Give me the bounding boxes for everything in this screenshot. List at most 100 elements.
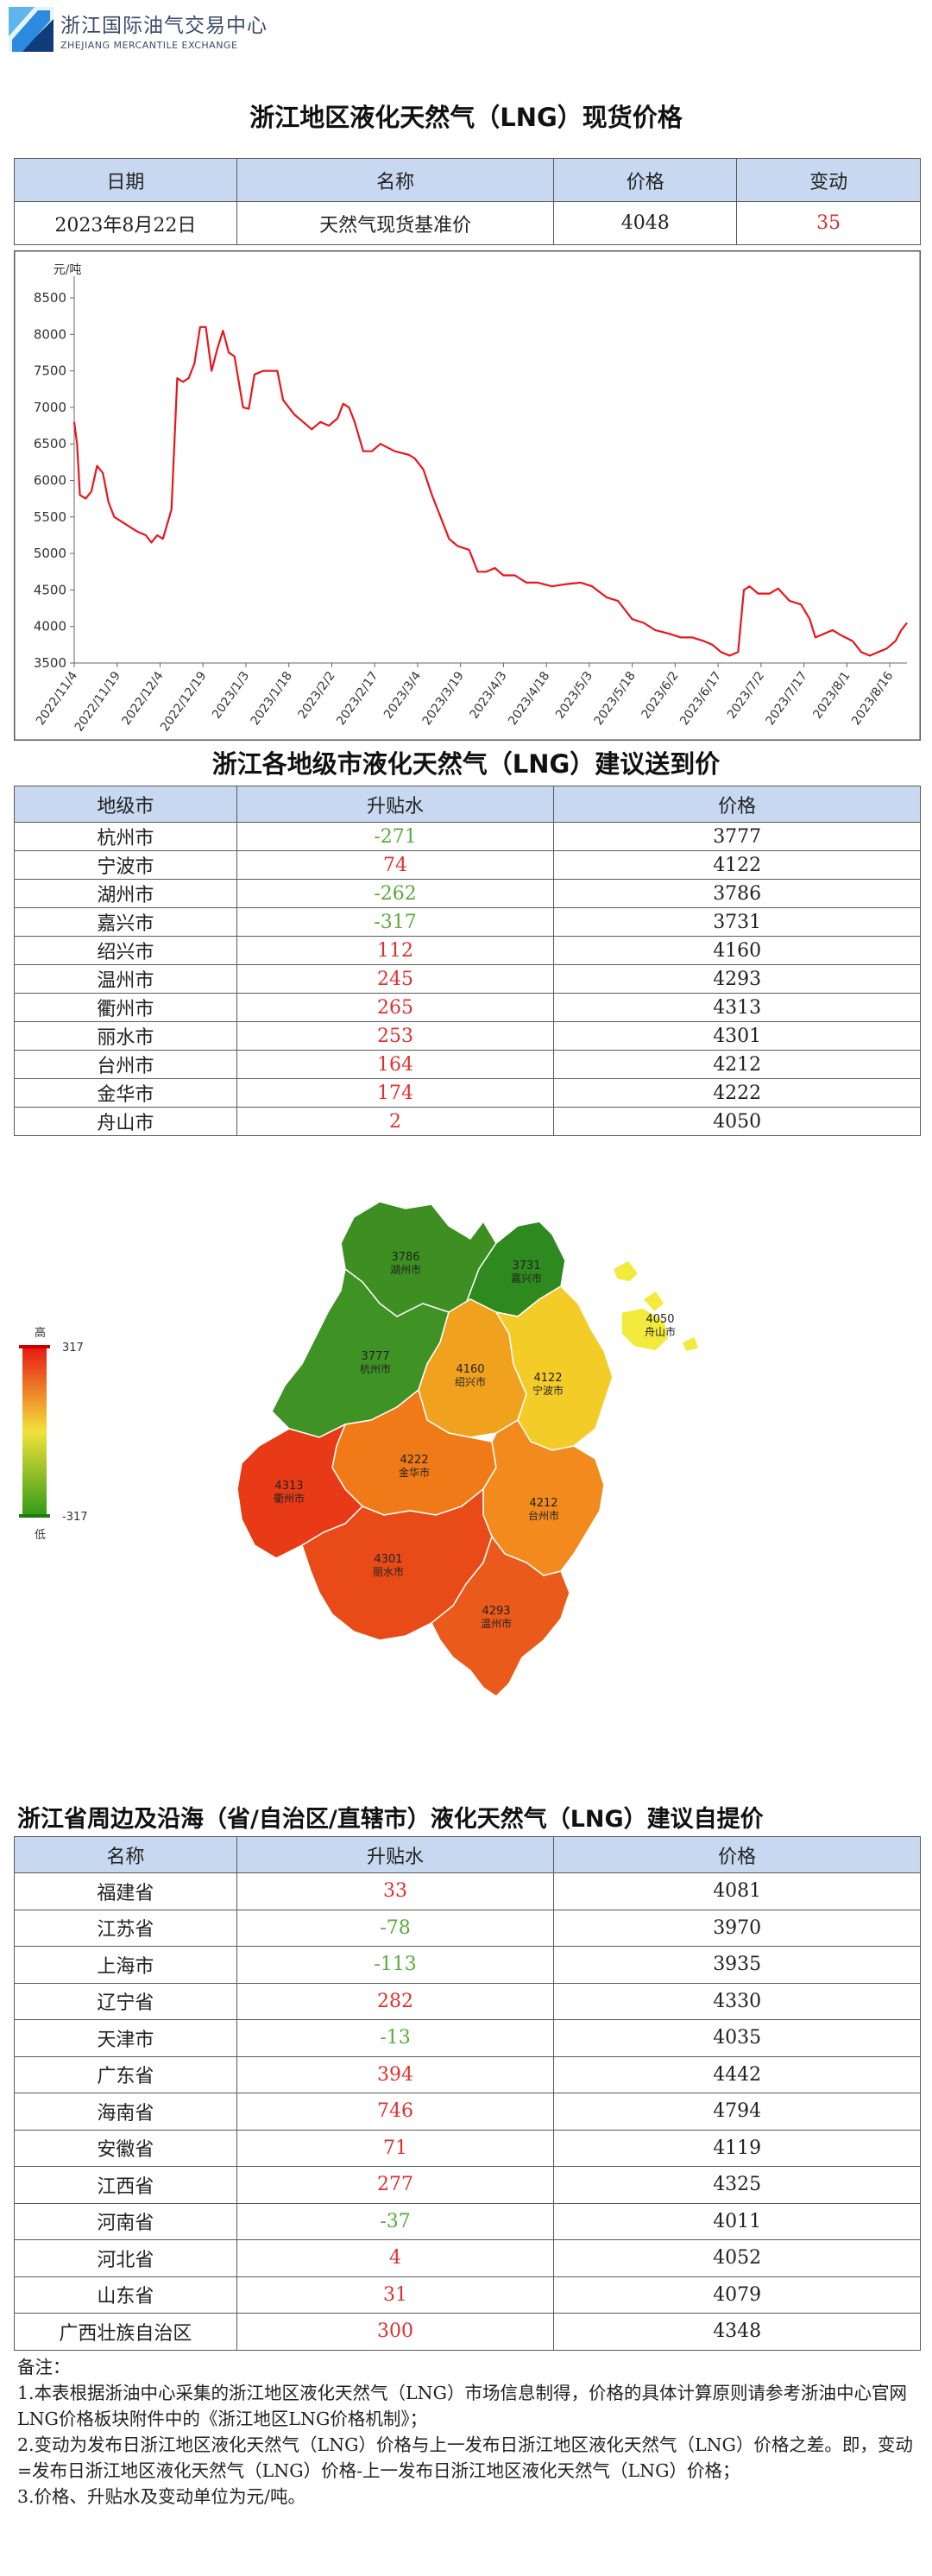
cities-header-diff: 升贴水 xyxy=(236,786,555,823)
chart-y-label: 元/吨 xyxy=(54,263,82,277)
province-price: 4052 xyxy=(553,2239,921,2277)
province-name: 福建省 xyxy=(14,1872,237,1910)
province-name: 江西省 xyxy=(14,2166,237,2204)
chart-price-line xyxy=(72,325,908,657)
city-row: 衢州市 265 4313 xyxy=(14,993,921,1022)
spot-change: 35 xyxy=(736,201,921,245)
city-price: 4122 xyxy=(553,850,921,880)
province-row: 上海市 -113 3935 xyxy=(14,1946,921,1984)
chart-y-tick-label: 8000 xyxy=(34,326,66,342)
province-row: 河南省 -37 4011 xyxy=(14,2202,921,2240)
province-name: 上海市 xyxy=(14,1946,237,1984)
provinces-header-diff: 升贴水 xyxy=(236,1836,555,1873)
province-diff: 4 xyxy=(236,2239,555,2277)
province-diff: -13 xyxy=(236,2019,555,2057)
province-price: 4325 xyxy=(553,2166,921,2204)
city-diff: -271 xyxy=(236,822,555,851)
legend-max-marker xyxy=(19,1345,50,1348)
legend-min-value: -317 xyxy=(62,1511,88,1524)
map-region-label: 舟山市 xyxy=(645,1325,676,1338)
legend-min-marker xyxy=(19,1514,50,1518)
province-diff: -78 xyxy=(236,1909,555,1947)
city-price: 4050 xyxy=(553,1107,921,1136)
province-price: 3970 xyxy=(553,1909,921,1947)
map-price-label: 4301 xyxy=(374,1553,402,1566)
cities-title: 浙江各地级市液化天然气（LNG）建议送到价 xyxy=(211,749,721,779)
legend-low-label: 低 xyxy=(35,1529,46,1542)
province-row: 河北省 4 4052 xyxy=(14,2239,921,2277)
header-logo: 浙江国际油气交易中心 ZHEJIANG MERCANTILE EXCHANGE xyxy=(9,7,268,52)
province-name: 河南省 xyxy=(14,2202,237,2240)
province-price: 4119 xyxy=(553,2129,921,2167)
province-diff: 282 xyxy=(236,1982,555,2020)
province-row: 天津市 -13 4035 xyxy=(14,2019,921,2057)
map-region-label: 温州市 xyxy=(481,1617,512,1630)
province-diff: 71 xyxy=(236,2129,555,2167)
chart-y-tick-label: 7000 xyxy=(34,400,66,415)
map-price-label: 4313 xyxy=(274,1480,303,1493)
city-row: 绍兴市 112 4160 xyxy=(14,936,921,965)
city-row: 温州市 245 4293 xyxy=(14,964,921,994)
city-diff: 174 xyxy=(236,1078,555,1108)
province-price: 4081 xyxy=(553,1872,921,1910)
price-line-chart: 元/吨 3500 4000 4500 5000 5500 6000 6500 7000 7500 8… xyxy=(14,250,921,741)
city-name: 温州市 xyxy=(14,964,237,994)
provinces-header-price: 价格 xyxy=(553,1836,921,1873)
city-name: 绍兴市 xyxy=(14,936,237,965)
map-region-label: 湖州市 xyxy=(390,1263,421,1276)
city-diff: -262 xyxy=(236,879,555,908)
province-diff: -37 xyxy=(236,2202,555,2240)
chart-y-tick-label: 7500 xyxy=(34,363,66,379)
city-diff: 164 xyxy=(236,1050,555,1079)
map-region-zhoushan xyxy=(612,1260,700,1353)
chart-y-tick-label: 4000 xyxy=(34,619,66,635)
spot-date: 2023年8月22日 xyxy=(14,201,237,245)
provinces-table: 名称 升贴水 价格 福建省 33 4081 江苏省 -78 3970 上海市 -113 3935… xyxy=(14,1836,921,2351)
city-row: 金华市 174 4222 xyxy=(14,1078,921,1108)
price-chart: 元/吨 3500 4000 4500 5000 5500 6000 6500 7000 7500 8… xyxy=(14,250,921,741)
map-region-wenzhou xyxy=(431,1535,570,1697)
city-name: 台州市 xyxy=(14,1050,237,1079)
org-name-en: ZHEJIANG MERCANTILE EXCHANGE xyxy=(60,39,238,51)
spot-price: 4048 xyxy=(553,201,738,245)
chart-y-tick-label: 3500 xyxy=(34,655,66,671)
province-diff: 277 xyxy=(236,2166,555,2204)
city-price: 4301 xyxy=(553,1021,921,1051)
province-diff: 31 xyxy=(236,2276,555,2314)
city-name: 宁波市 xyxy=(14,850,237,880)
chart-y-tick-label: 6000 xyxy=(34,473,66,489)
spot-title: 浙江地区液化天然气（LNG）现货价格 xyxy=(249,103,683,132)
map-price-label: 4293 xyxy=(482,1605,510,1618)
spot-header-date: 日期 xyxy=(14,158,237,202)
legend-max-value: 317 xyxy=(62,1342,84,1354)
legend-high-label: 高 xyxy=(35,1326,46,1340)
city-row: 舟山市 2 4050 xyxy=(14,1107,921,1136)
city-row: 台州市 164 4212 xyxy=(14,1050,921,1079)
province-row: 山东省 31 4079 xyxy=(14,2276,921,2314)
city-name: 金华市 xyxy=(14,1078,237,1108)
city-diff: 2 xyxy=(236,1107,555,1136)
province-row: 福建省 33 4081 xyxy=(14,1872,921,1910)
cities-header-name: 地级市 xyxy=(14,786,237,823)
map-region-label: 宁波市 xyxy=(532,1384,564,1397)
province-diff: 394 xyxy=(236,2055,555,2093)
province-name: 安徽省 xyxy=(14,2129,237,2167)
province-row: 广东省 394 4442 xyxy=(14,2055,921,2093)
map-price-label: 4222 xyxy=(400,1454,428,1467)
city-name: 舟山市 xyxy=(14,1107,237,1136)
legend-color-scale xyxy=(22,1345,47,1518)
chart-y-tick-label: 6500 xyxy=(34,436,66,451)
map-region-label: 丽水市 xyxy=(373,1565,404,1578)
province-price: 3935 xyxy=(553,1946,921,1984)
chart-y-tick-label: 5000 xyxy=(34,546,66,561)
map-price-label: 4122 xyxy=(533,1372,562,1385)
city-row: 宁波市 74 4122 xyxy=(14,850,921,880)
city-diff: 253 xyxy=(236,1021,555,1051)
map-region-label: 金华市 xyxy=(399,1466,430,1479)
map-region-label: 台州市 xyxy=(528,1509,559,1522)
province-row: 海南省 746 4794 xyxy=(14,2093,921,2131)
province-diff: 746 xyxy=(236,2093,555,2131)
province-price: 4442 xyxy=(553,2055,921,2093)
map-price-label: 4050 xyxy=(645,1313,674,1326)
map-price-label: 4212 xyxy=(529,1497,557,1510)
